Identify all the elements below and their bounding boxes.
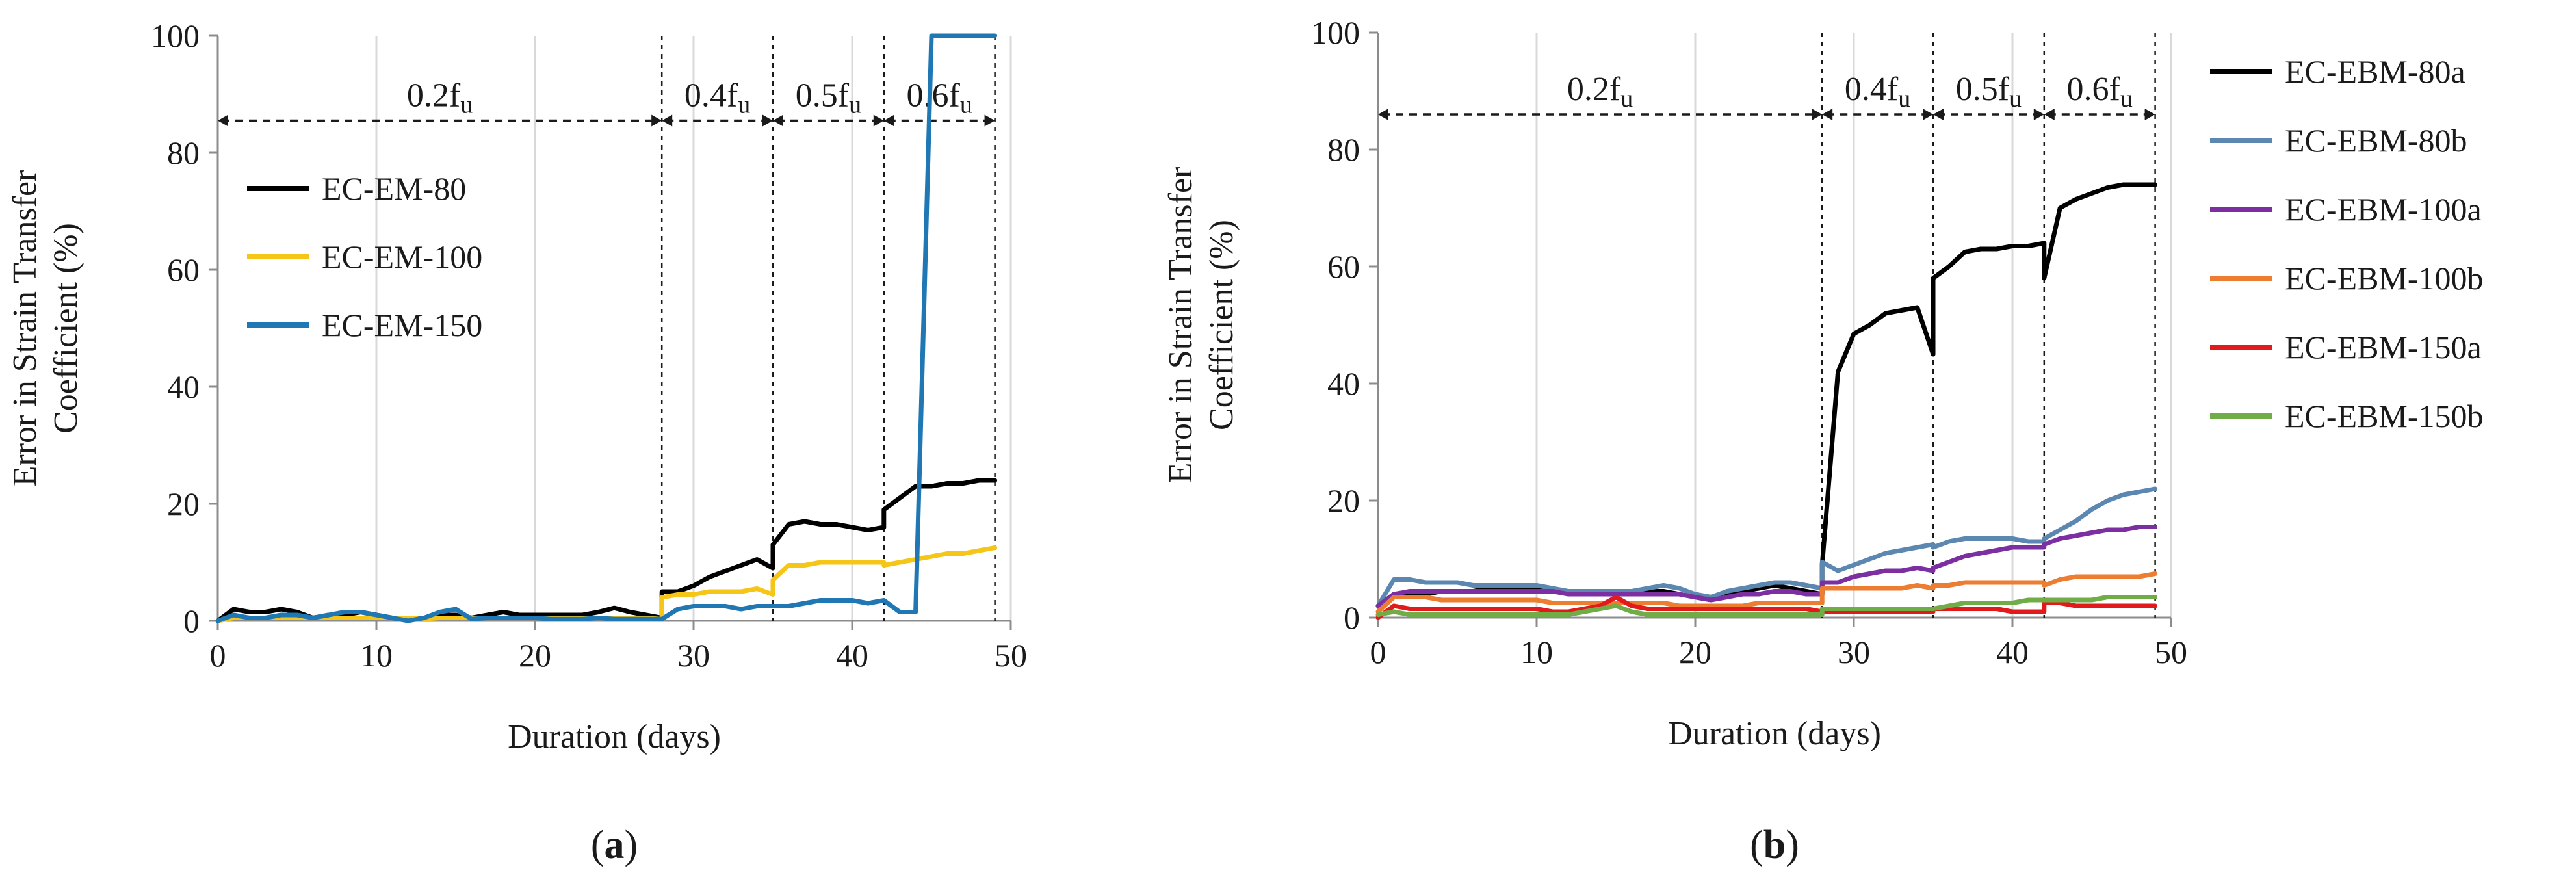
series-line-ec-ebm-100a — [1375, 525, 2158, 608]
phase-arrowhead-right — [2033, 109, 2044, 120]
phase-label: 0.6fu — [2067, 71, 2133, 112]
phase-arrowhead-left — [883, 114, 894, 127]
phase-arrowhead-left — [773, 114, 783, 127]
legend-label: EC-EM-150 — [322, 307, 482, 343]
y-axis-title: Coefficient (%) — [47, 223, 85, 434]
series-line-ec-ebm-80a — [1375, 182, 2158, 608]
panel-paren: ) — [625, 823, 638, 867]
legend-label: EC-EM-80 — [322, 170, 466, 207]
phase-arrowhead-left — [1378, 109, 1388, 120]
x-tick-label: 40 — [1996, 634, 2029, 670]
legend: EC-EBM-80a EC-EBM-80b EC-EBM-100a EC-EBM-10… — [2210, 53, 2484, 434]
y-tick-label: 0 — [1344, 599, 1360, 636]
x-tick-label: 20 — [519, 637, 551, 673]
panel-label: (b) — [1750, 823, 1799, 867]
series-line-ec-ebm-150b — [1375, 595, 2158, 617]
phase-arrowhead-right — [2144, 109, 2155, 120]
phase-arrowhead-left — [662, 114, 673, 127]
x-tick-label: 30 — [1838, 634, 1870, 670]
y-tick-label: 40 — [1327, 365, 1360, 402]
panel-label: (a) — [591, 823, 638, 867]
phase-label: 0.2fu — [1567, 71, 1633, 112]
phase-label-subscript: u — [2009, 85, 2022, 112]
y-tick-label: 40 — [167, 369, 200, 405]
x-tick-label: 20 — [1679, 634, 1711, 670]
phase-label-subscript: u — [849, 92, 861, 119]
phase-arrowhead-right — [1923, 109, 1933, 120]
y-tick-label: 20 — [167, 486, 200, 522]
series-line-ec-ebm-80b — [1375, 486, 2158, 608]
phase-label-subscript: u — [738, 92, 750, 119]
x-tick-label: 0 — [1370, 634, 1386, 670]
phase-label: 0.4fu — [1845, 71, 1910, 112]
phase-label: 0.4fu — [684, 77, 750, 119]
y-tick-label: 60 — [167, 252, 200, 288]
x-tick-label: 50 — [2155, 634, 2187, 670]
legend-label: EC-EBM-100a — [2285, 191, 2482, 228]
phase-label-subscript: u — [2120, 85, 2133, 112]
panel-letter: a — [605, 823, 625, 867]
phase-label: 0.2fu — [407, 77, 473, 119]
x-axis-title: Duration (days) — [508, 718, 721, 755]
phase-arrowhead-right — [651, 114, 662, 127]
chart-panel-b: 0 10 20 30 40 50 0 20 40 60 80 100 Duration (days) Er… — [1162, 14, 2484, 867]
series-line-ec-em-150 — [215, 33, 998, 623]
chart-panel-a: 0 10 20 30 40 50 0 20 40 60 80 100 Duration (days) Er… — [7, 18, 1027, 867]
series-line-ec-ebm-150a — [1375, 595, 2158, 620]
y-axis-title: Coefficient (%) — [1203, 220, 1240, 430]
x-tick-label: 10 — [1520, 634, 1553, 670]
x-tick-label: 10 — [360, 637, 393, 673]
phase-arrowhead-left — [1822, 109, 1833, 120]
phase-arrowhead-left — [1933, 109, 1944, 120]
x-tick-label: 0 — [210, 637, 226, 673]
panel-paren: ) — [1786, 823, 1799, 867]
legend-label: EC-EBM-80a — [2285, 53, 2465, 90]
phase-label-subscript: u — [1620, 85, 1633, 112]
legend-label: EC-EBM-80b — [2285, 122, 2467, 159]
x-tick-label: 50 — [995, 637, 1027, 673]
phase-arrowhead-right — [873, 114, 884, 127]
legend-label: EC-EBM-150b — [2285, 398, 2484, 434]
x-axis-title: Duration (days) — [1668, 715, 1881, 752]
legend-label: EC-EBM-150a — [2285, 329, 2482, 365]
phase-label-subscript: u — [1898, 85, 1910, 112]
legend-label: EC-EM-100 — [322, 239, 482, 275]
phase-label-subscript: u — [460, 92, 473, 119]
phase-arrowhead-right — [984, 114, 995, 127]
panel-letter: b — [1763, 823, 1786, 867]
x-tick-label: 30 — [677, 637, 710, 673]
series-line-ec-ebm-100b — [1375, 571, 2158, 614]
x-tick-label: 40 — [836, 637, 868, 673]
phase-label: 0.6fu — [907, 77, 972, 119]
y-tick-label: 100 — [151, 18, 200, 54]
phase-arrowhead-right — [1812, 109, 1823, 120]
y-tick-label: 100 — [1311, 14, 1360, 51]
phase-arrowhead-left — [2044, 109, 2055, 120]
phase-arrowhead-left — [218, 114, 228, 127]
y-axis-title: Error in Strain Transfer — [7, 170, 44, 487]
legend-label: EC-EBM-100b — [2285, 260, 2484, 296]
phase-arrowhead-right — [762, 114, 773, 127]
y-tick-label: 80 — [1327, 131, 1360, 168]
y-tick-label: 60 — [1327, 248, 1360, 285]
legend: EC-EM-80 EC-EM-100 EC-EM-150 — [247, 170, 482, 343]
y-axis-title: Error in Strain Transfer — [1162, 167, 1199, 484]
phase-label-subscript: u — [960, 92, 972, 119]
y-tick-label: 80 — [167, 135, 200, 171]
y-tick-label: 20 — [1327, 482, 1360, 519]
y-tick-label: 0 — [183, 603, 200, 639]
